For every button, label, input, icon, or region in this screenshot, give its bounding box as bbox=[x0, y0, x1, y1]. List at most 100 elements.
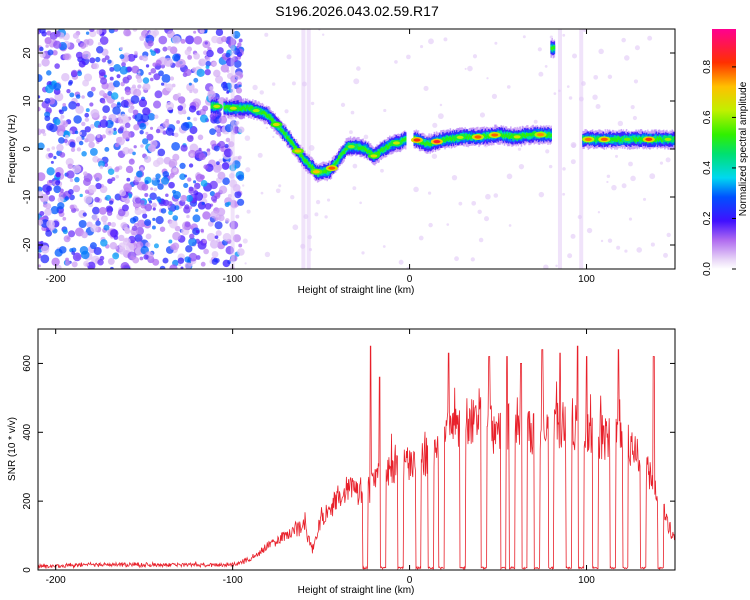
noise-speck bbox=[75, 208, 79, 212]
noise-speck bbox=[39, 51, 46, 58]
y-tick-label: -20 bbox=[22, 237, 33, 252]
spectral-cell bbox=[283, 131, 286, 138]
noise-speck bbox=[180, 144, 188, 152]
spectral-peak-core bbox=[312, 170, 320, 174]
x-tick-label: 100 bbox=[578, 274, 595, 285]
noise-speck bbox=[238, 126, 245, 133]
noise-speck bbox=[180, 122, 190, 131]
spectral-cell bbox=[359, 146, 361, 150]
spectral-cell bbox=[340, 152, 342, 157]
noise-speck bbox=[140, 203, 146, 209]
noise-speck bbox=[187, 177, 192, 182]
spectral-cell bbox=[357, 146, 359, 150]
noise-speck bbox=[494, 41, 498, 45]
spectral-cell bbox=[295, 146, 298, 150]
noise-speck bbox=[234, 191, 242, 199]
spectral-cell bbox=[266, 114, 269, 118]
spectral-cell bbox=[265, 113, 268, 117]
spectral-cell bbox=[593, 138, 596, 142]
noise-speck bbox=[211, 195, 218, 202]
spectral-cell bbox=[239, 104, 241, 111]
noise-speck bbox=[562, 33, 566, 37]
noise-speck bbox=[134, 197, 142, 204]
noise-speck bbox=[239, 74, 243, 78]
noise-speck bbox=[570, 159, 576, 165]
noise-speck bbox=[189, 153, 194, 157]
spectral-cell bbox=[248, 107, 251, 111]
noise-speck bbox=[68, 101, 77, 110]
noise-speck bbox=[353, 78, 360, 85]
noise-speck bbox=[134, 234, 143, 243]
spectral-cell bbox=[244, 104, 247, 111]
noise-speck bbox=[315, 199, 321, 205]
noise-speck bbox=[157, 183, 164, 190]
y-tick-label: 600 bbox=[22, 355, 33, 372]
spectral-cell bbox=[613, 137, 615, 141]
spectral-cell bbox=[308, 163, 310, 168]
noise-speck bbox=[120, 262, 130, 269]
noise-speck bbox=[428, 38, 434, 45]
noise-speck bbox=[185, 35, 195, 45]
noise-speck bbox=[131, 225, 138, 232]
noise-speck bbox=[153, 187, 158, 192]
spectral-cell bbox=[550, 46, 552, 50]
noise-speck bbox=[134, 207, 143, 216]
noise-speck bbox=[150, 187, 154, 191]
noise-speck bbox=[109, 266, 114, 269]
spectral-cell bbox=[486, 133, 489, 138]
noise-speck bbox=[81, 231, 88, 239]
spectral-cell bbox=[483, 133, 486, 138]
spectral-cell bbox=[300, 153, 303, 157]
noise-speck bbox=[46, 147, 51, 152]
snr-frame bbox=[37, 328, 676, 571]
spectral-cell bbox=[247, 106, 250, 111]
noise-speck bbox=[76, 147, 82, 152]
noise-speck bbox=[127, 148, 134, 155]
spectral-cell bbox=[270, 117, 272, 121]
noise-speck bbox=[40, 128, 46, 134]
y-tick-label: 200 bbox=[22, 492, 33, 509]
spectral-cell bbox=[509, 131, 511, 138]
noise-speck bbox=[60, 114, 65, 119]
noise-speck bbox=[204, 41, 208, 45]
noise-speck bbox=[227, 201, 232, 206]
noise-speck bbox=[213, 69, 221, 78]
noise-speck bbox=[237, 42, 242, 47]
noise-speck bbox=[112, 252, 120, 260]
noise-speck bbox=[103, 224, 110, 231]
spectral-cell bbox=[379, 148, 382, 153]
noise-speck bbox=[186, 82, 195, 92]
noise-speck bbox=[93, 246, 102, 256]
noise-speck bbox=[153, 73, 161, 81]
noise-speck bbox=[630, 105, 635, 110]
noise-speck bbox=[211, 35, 219, 44]
spectral-peak-core bbox=[370, 154, 378, 158]
noise-speck bbox=[155, 173, 161, 179]
noise-speck bbox=[45, 229, 53, 237]
spectral-cell bbox=[363, 146, 366, 151]
noise-speck bbox=[96, 134, 101, 138]
noise-speck bbox=[100, 215, 108, 223]
noise-speck bbox=[180, 38, 186, 44]
noise-speck bbox=[137, 84, 142, 89]
noise-speck bbox=[69, 204, 75, 210]
spectral-cell bbox=[292, 142, 294, 146]
noise-speck bbox=[52, 49, 58, 56]
noise-speck bbox=[437, 113, 444, 120]
noise-speck bbox=[75, 105, 84, 114]
spectral-cell bbox=[510, 134, 512, 139]
spectral-cell bbox=[307, 161, 309, 165]
noise-speck bbox=[38, 142, 45, 150]
noise-speck bbox=[205, 60, 212, 67]
spectral-cell bbox=[427, 142, 429, 146]
noise-speck bbox=[172, 231, 181, 241]
spectral-peak-core bbox=[252, 108, 260, 113]
noise-speck bbox=[380, 168, 384, 173]
noise-speck bbox=[139, 256, 144, 261]
noise-speck bbox=[142, 82, 151, 91]
noise-speck bbox=[121, 62, 126, 67]
noise-speck bbox=[275, 188, 281, 194]
noise-speck bbox=[537, 47, 542, 52]
noise-speck bbox=[165, 118, 170, 123]
noise-speck bbox=[363, 134, 369, 140]
